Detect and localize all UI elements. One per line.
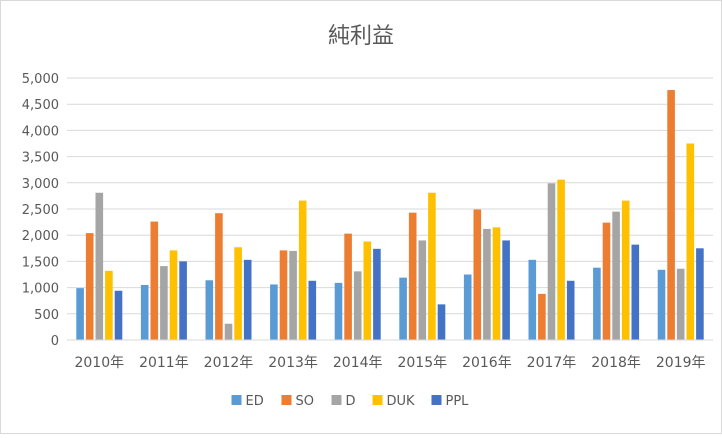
y-tick-label: 1,500 xyxy=(22,255,59,270)
x-axis-tick-labels: 2010年 2011年 2012年 2013年 2014年 2015年 2016年 2017年… xyxy=(74,355,705,371)
bar-d-2014年 xyxy=(353,271,362,340)
bar-ppl-2013年 xyxy=(308,280,317,340)
y-tick-label: 3,000 xyxy=(22,177,59,192)
bar-so-2018年 xyxy=(602,222,611,340)
bar-duk-2013年 xyxy=(298,200,307,340)
y-tick-label: 2,000 xyxy=(22,229,59,244)
y-tick-label: 500 xyxy=(34,308,59,323)
bar-ppl-2014年 xyxy=(373,248,381,340)
bar-ppl-2015年 xyxy=(437,304,446,340)
bar-ed-2014年 xyxy=(334,282,343,340)
bar-d-2017年 xyxy=(547,183,556,340)
x-tick-label: 2014年 xyxy=(333,355,383,371)
y-tick-label: 4,000 xyxy=(22,124,59,139)
bar-d-2010年 xyxy=(95,192,104,340)
y-tick-label: 3,500 xyxy=(22,151,59,166)
bar-d-2011年 xyxy=(160,266,168,340)
bar-ed-2019年 xyxy=(657,269,666,340)
bar-ed-2013年 xyxy=(270,284,278,340)
bar-ed-2012年 xyxy=(205,280,214,340)
x-tick-label: 2010年 xyxy=(74,355,124,371)
bar-d-2019年 xyxy=(676,268,685,340)
legend: ED SO D DUK PPL xyxy=(231,394,470,409)
bar-so-2014年 xyxy=(344,233,352,340)
bar-so-2013年 xyxy=(279,250,288,340)
bar-ppl-2012年 xyxy=(243,259,252,340)
legend-label-ppl: PPL xyxy=(446,394,470,409)
bar-ppl-2011年 xyxy=(179,261,187,340)
y-tick-label: 4,500 xyxy=(22,98,59,113)
y-tick-label: 5,000 xyxy=(22,72,59,87)
bar-duk-2010年 xyxy=(105,270,113,340)
bar-d-2013年 xyxy=(289,250,297,340)
legend-swatch-so xyxy=(281,395,292,405)
bar-duk-2019年 xyxy=(686,143,695,340)
bar-duk-2015年 xyxy=(428,192,436,340)
bar-ed-2016年 xyxy=(463,274,472,340)
bar-ed-2018年 xyxy=(593,267,601,340)
legend-label-so: SO xyxy=(296,394,314,409)
y-axis-tick-labels: 0 500 1,000 1,500 2,000 2,500 3,000 3,500 4,000 4… xyxy=(22,72,59,349)
x-tick-label: 2011年 xyxy=(139,355,189,371)
bar-d-2016年 xyxy=(483,228,491,340)
bar-ppl-2018年 xyxy=(631,244,640,340)
chart-title: 純利益 xyxy=(328,24,394,49)
legend-swatch-d xyxy=(331,395,342,405)
legend-swatch-ppl xyxy=(431,395,442,405)
bar-duk-2012年 xyxy=(234,247,242,340)
bar-so-2011年 xyxy=(150,221,159,340)
bar-duk-2018年 xyxy=(621,200,630,340)
legend-swatch-duk xyxy=(372,395,383,405)
bar-duk-2016年 xyxy=(492,227,501,340)
x-tick-label: 2013年 xyxy=(268,355,318,371)
bar-d-2012年 xyxy=(224,323,233,340)
bar-ed-2015年 xyxy=(399,277,407,340)
bar-so-2019年 xyxy=(667,90,675,340)
bar-duk-2011年 xyxy=(169,250,178,340)
bar-ed-2011年 xyxy=(140,284,149,340)
bar-d-2015年 xyxy=(418,240,427,340)
bar-d-2018年 xyxy=(612,211,620,340)
legend-swatch-ed xyxy=(231,395,242,405)
bars xyxy=(76,90,704,340)
bar-so-2012年 xyxy=(215,213,223,340)
legend-label-ed: ED xyxy=(246,394,264,409)
legend-label-d: D xyxy=(346,394,356,409)
bar-ppl-2019年 xyxy=(696,248,704,340)
bar-so-2010年 xyxy=(85,233,94,340)
x-tick-label: 2015年 xyxy=(397,355,447,371)
x-tick-label: 2012年 xyxy=(204,355,254,371)
x-tick-label: 2016年 xyxy=(462,355,512,371)
bar-ppl-2010年 xyxy=(114,290,123,340)
x-tick-label: 2017年 xyxy=(527,355,577,371)
bar-duk-2014年 xyxy=(363,241,372,340)
y-tick-label: 2,500 xyxy=(22,203,59,218)
bar-ed-2017年 xyxy=(528,259,537,340)
y-tick-label: 1,000 xyxy=(22,282,59,297)
x-tick-label: 2018年 xyxy=(591,355,641,371)
bar-ppl-2016年 xyxy=(502,240,510,340)
bar-ppl-2017年 xyxy=(566,280,575,340)
bar-duk-2017年 xyxy=(557,179,565,340)
bar-ed-2010年 xyxy=(76,288,84,340)
y-tick-label: 0 xyxy=(51,334,59,349)
bar-so-2016年 xyxy=(473,209,482,340)
legend-label-duk: DUK xyxy=(387,394,416,409)
bar-so-2015年 xyxy=(408,212,417,340)
x-tick-label: 2019年 xyxy=(656,355,706,371)
bar-so-2017年 xyxy=(538,293,546,340)
